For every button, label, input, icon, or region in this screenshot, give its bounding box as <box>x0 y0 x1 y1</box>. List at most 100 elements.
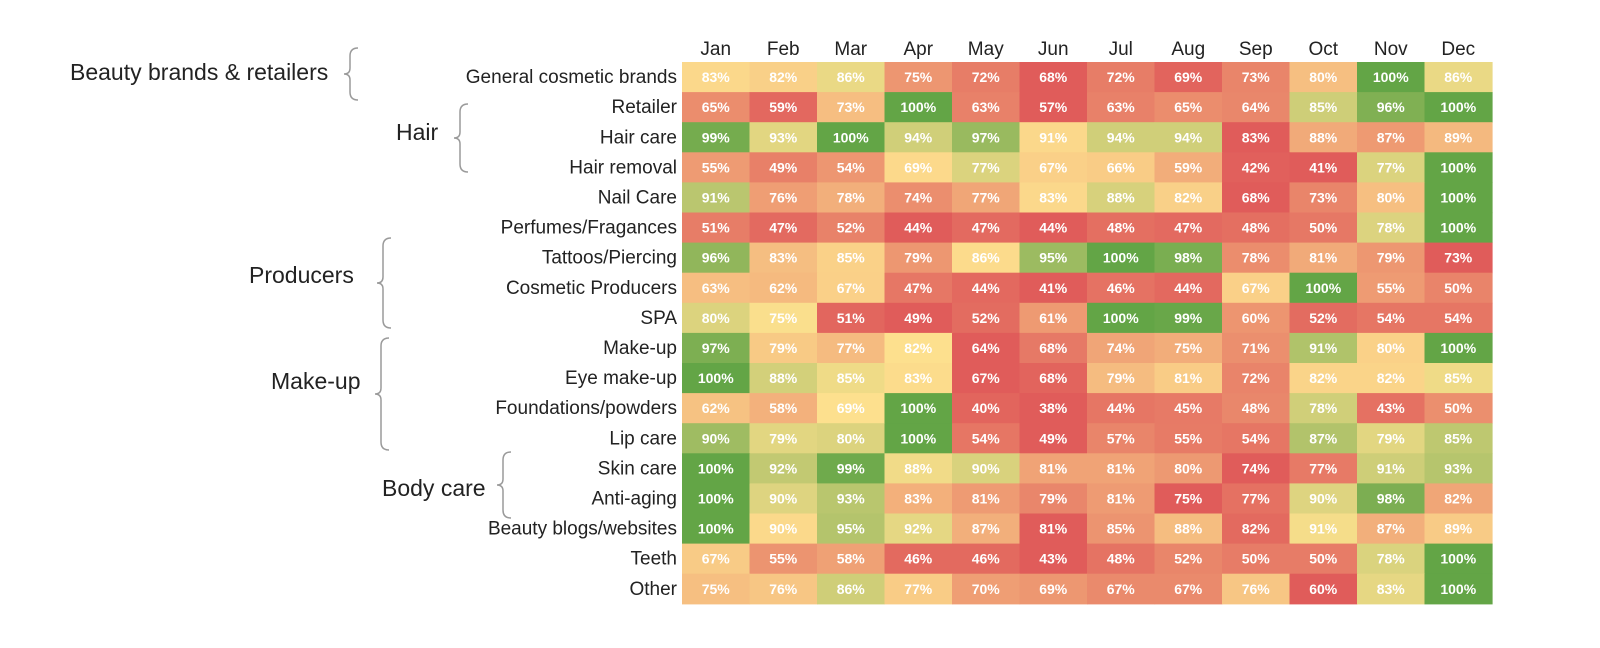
heatmap-cell <box>1019 62 1088 93</box>
cell-value-label: 55% <box>1377 280 1406 296</box>
heatmap-cell <box>749 483 818 515</box>
heatmap-cell <box>682 242 751 274</box>
cell-value-label: 47% <box>904 280 933 296</box>
cell-value-label: 70% <box>972 581 1001 597</box>
cell-value-label: 68% <box>1039 370 1068 386</box>
cell-value-label: 78% <box>837 189 866 205</box>
heatmap-cell <box>1019 543 1088 575</box>
cell-value-label: 72% <box>1107 69 1136 85</box>
cell-value-label: 43% <box>1039 551 1068 567</box>
cell-value-label: 67% <box>702 551 731 567</box>
heatmap-cell <box>1424 423 1493 454</box>
cell-value-label: 97% <box>702 340 731 356</box>
heatmap-cell <box>1289 152 1358 183</box>
heatmap-cell <box>682 182 751 214</box>
heatmap-cell <box>1424 573 1493 605</box>
cell-value-label: 73% <box>837 99 866 115</box>
heatmap-cell <box>1019 212 1088 244</box>
heatmap-cell <box>884 332 953 364</box>
cell-value-label: 59% <box>1174 159 1203 175</box>
row-label: Beauty blogs/websites <box>488 519 677 540</box>
cell-value-label: 83% <box>1377 581 1406 597</box>
cell-value-label: 65% <box>1174 99 1203 115</box>
heatmap-cell <box>749 393 818 424</box>
cell-value-label: 92% <box>904 521 933 537</box>
heatmap-cell <box>1289 393 1358 424</box>
heatmap-cell <box>817 122 886 153</box>
cell-value-label: 90% <box>972 460 1001 476</box>
cell-value-label: 77% <box>904 581 933 597</box>
cell-value-label: 100% <box>900 400 936 416</box>
cell-value-label: 61% <box>1039 310 1068 326</box>
cell-value-label: 67% <box>837 280 866 296</box>
heatmap-cell <box>884 483 953 515</box>
heatmap-cell <box>1154 212 1223 244</box>
cell-value-label: 48% <box>1107 220 1136 236</box>
row-label: Nail Care <box>598 187 677 208</box>
month-header-sep: Sep <box>1239 39 1273 60</box>
heatmap-cell <box>1289 272 1358 304</box>
cell-value-label: 48% <box>1242 220 1271 236</box>
cell-value-label: 100% <box>1440 551 1476 567</box>
heatmap-cell <box>1222 152 1291 183</box>
heatmap-cell <box>817 483 886 515</box>
cell-value-label: 54% <box>1242 430 1271 446</box>
cell-value-label: 100% <box>1103 250 1139 266</box>
heatmap-cell <box>682 92 751 123</box>
heatmap-cell <box>682 272 751 304</box>
cell-value-label: 57% <box>1039 99 1068 115</box>
heatmap-cell <box>1424 152 1493 183</box>
cell-value-label: 69% <box>1039 581 1068 597</box>
cell-value-label: 77% <box>1377 159 1406 175</box>
row-label: Tattoos/Piercing <box>542 248 677 269</box>
cell-value-label: 89% <box>1444 129 1473 145</box>
cell-value-label: 51% <box>702 220 731 236</box>
cell-value-label: 81% <box>1039 521 1068 537</box>
heatmap-cell <box>1154 332 1223 364</box>
month-header-aug: Aug <box>1171 39 1205 60</box>
cell-value-label: 52% <box>972 310 1001 326</box>
cell-value-label: 89% <box>1444 521 1473 537</box>
heatmap-cell <box>952 182 1021 214</box>
heatmap-cell <box>1222 212 1291 244</box>
heatmap-cell <box>749 332 818 364</box>
cell-value-label: 55% <box>769 551 798 567</box>
row-label: Eye make-up <box>565 368 677 389</box>
cell-value-label: 74% <box>1107 340 1136 356</box>
cell-value-label: 47% <box>972 220 1001 236</box>
heatmap-cell <box>1222 62 1291 93</box>
heatmap-cell <box>1357 513 1426 545</box>
heatmap-cell <box>884 182 953 214</box>
cell-value-label: 99% <box>1174 310 1203 326</box>
heatmap-cell <box>1222 513 1291 545</box>
heatmap-cell <box>884 152 953 183</box>
heatmap-cell <box>952 242 1021 274</box>
cell-value-label: 73% <box>1242 69 1271 85</box>
heatmap-cell <box>682 363 751 394</box>
heatmap-cell <box>952 483 1021 515</box>
cell-value-label: 85% <box>1107 521 1136 537</box>
heatmap-cell <box>1424 332 1493 364</box>
cell-value-label: 41% <box>1039 280 1068 296</box>
cell-value-label: 82% <box>904 340 933 356</box>
heatmap-cell <box>1222 302 1291 334</box>
heatmap-cell <box>1424 62 1493 93</box>
cell-value-label: 83% <box>1242 129 1271 145</box>
cell-value-label: 82% <box>1377 370 1406 386</box>
cell-value-label: 88% <box>904 460 933 476</box>
heatmap-cell <box>1357 483 1426 515</box>
heatmap-cell <box>1154 152 1223 183</box>
heatmap-cell <box>1357 363 1426 394</box>
heatmap-cell <box>1289 363 1358 394</box>
cell-value-label: 100% <box>1440 159 1476 175</box>
heatmap-cell <box>817 212 886 244</box>
row-label: General cosmetic brands <box>466 67 677 88</box>
row-label: SPA <box>640 308 677 329</box>
heatmap-cell <box>817 543 886 575</box>
row-label: Retailer <box>612 97 678 118</box>
cell-value-label: 91% <box>1309 340 1338 356</box>
cell-value-label: 50% <box>1242 551 1271 567</box>
heatmap-cell <box>1357 573 1426 605</box>
heatmap-cell <box>1019 122 1088 153</box>
cell-value-label: 79% <box>769 340 798 356</box>
